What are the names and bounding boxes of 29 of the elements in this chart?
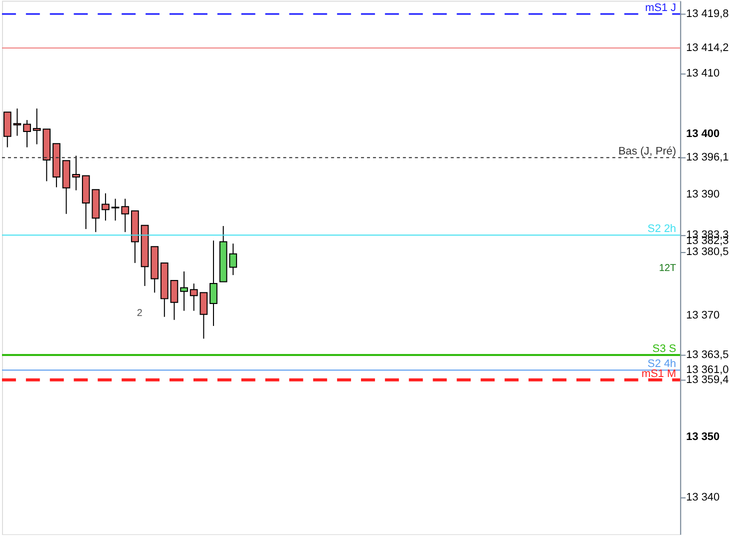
- ref-line-label: mS1 M: [641, 368, 676, 380]
- annotation: 2: [136, 308, 143, 319]
- ref-line-label: S3 S: [652, 343, 676, 356]
- y-tick-label: 13 419,8: [686, 8, 729, 20]
- y-tick-label: 13 410: [686, 67, 720, 80]
- y-tick-label: 13 414,2: [686, 42, 729, 54]
- y-tick-label: 13 380,5: [686, 246, 729, 258]
- y-tick-label: 13 396,1: [686, 152, 729, 164]
- candlestick: [102, 192, 110, 222]
- y-tick-label: 13 359,4: [686, 374, 729, 386]
- ref-line-label: Bas (J, Pré): [618, 146, 676, 158]
- ref-line-label: S2 4h: [648, 358, 676, 370]
- candlestick: [229, 243, 238, 276]
- candlestick: [13, 108, 22, 136]
- y-tick-label: 13 350: [686, 430, 720, 443]
- y-tick-label: 13 361,0: [686, 364, 729, 376]
- annotation: 12T: [658, 262, 676, 274]
- y-tick-label: 13 400: [686, 128, 720, 140]
- y-tick-label: 13 340: [686, 491, 720, 504]
- candlestick: [72, 155, 80, 191]
- candlestick: [180, 270, 188, 312]
- candlestick: [23, 120, 31, 148]
- ref-line-label: S2 2h: [648, 223, 676, 236]
- y-tick-label: 13 370: [686, 310, 720, 322]
- candlestick: [210, 240, 218, 326]
- candlestick: [170, 280, 178, 320]
- y-tick-label: 13 390: [686, 188, 720, 201]
- y-tick-label: 13 363,5: [686, 349, 729, 361]
- ref-line-label: mS1 J: [645, 2, 676, 14]
